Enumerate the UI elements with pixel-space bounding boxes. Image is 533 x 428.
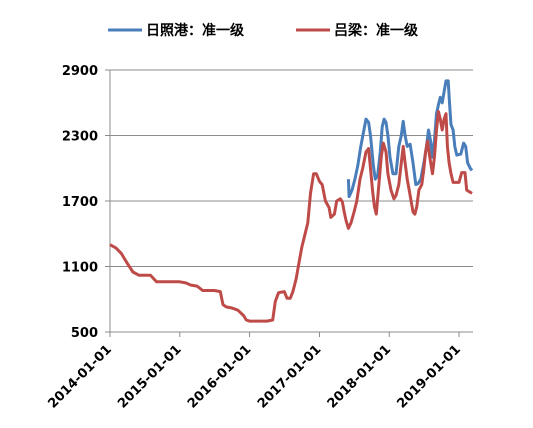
x-tick-label: 2015-01-01 (115, 342, 184, 411)
grid-lines (110, 69, 473, 267)
y-tick-label: 2300 (62, 130, 98, 145)
legend: 日照港：准一级 吕梁：准一级 (108, 22, 419, 39)
legend-label-series-1: 日照港：准一级 (146, 22, 245, 39)
x-tick-label: 2016-01-01 (185, 342, 254, 411)
x-tick-label: 2017-01-01 (255, 342, 324, 411)
y-tick-label: 2900 (62, 64, 98, 79)
x-tick-label: 2019-01-01 (394, 342, 463, 411)
series-lines (109, 79, 474, 323)
x-tick-label: 2014-01-01 (45, 342, 114, 411)
y-tick-label: 500 (71, 326, 98, 341)
y-tick-label: 1100 (62, 261, 98, 276)
series-line-1 (346, 79, 474, 199)
legend-label-series-2: 吕梁：准一级 (334, 22, 419, 39)
x-tick-label: 2018-01-01 (325, 342, 394, 411)
series-line-2 (109, 110, 473, 323)
y-tick-label: 1700 (62, 195, 98, 210)
